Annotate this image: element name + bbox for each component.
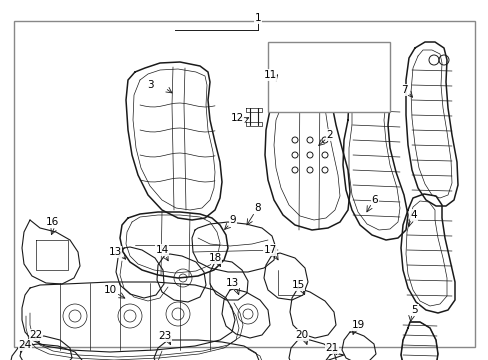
Text: 20: 20 — [295, 330, 308, 340]
Text: 11: 11 — [263, 70, 276, 80]
Polygon shape — [324, 51, 357, 90]
Text: 16: 16 — [45, 217, 59, 227]
Text: 2: 2 — [326, 130, 333, 140]
Text: 6: 6 — [371, 195, 378, 205]
Text: 17: 17 — [263, 245, 276, 255]
Text: 9: 9 — [229, 215, 236, 225]
Text: 19: 19 — [351, 320, 364, 330]
Text: 23: 23 — [158, 331, 171, 341]
Text: 13: 13 — [108, 247, 122, 257]
Text: 21: 21 — [325, 343, 338, 353]
Text: 8: 8 — [254, 203, 261, 213]
Text: 13: 13 — [225, 278, 238, 288]
Text: 4: 4 — [410, 210, 416, 220]
Text: 15: 15 — [291, 280, 304, 290]
Text: 18: 18 — [208, 253, 221, 263]
Text: 1: 1 — [254, 13, 261, 23]
FancyBboxPatch shape — [14, 21, 474, 347]
Text: 22: 22 — [29, 330, 42, 340]
Text: 24: 24 — [19, 340, 32, 350]
Text: 14: 14 — [155, 245, 168, 255]
Text: 12: 12 — [230, 113, 243, 123]
Text: 3: 3 — [146, 80, 153, 90]
Text: 5: 5 — [411, 305, 417, 315]
Text: 7: 7 — [400, 85, 407, 95]
Polygon shape — [273, 52, 307, 88]
FancyBboxPatch shape — [267, 42, 389, 112]
Text: 10: 10 — [103, 285, 116, 295]
